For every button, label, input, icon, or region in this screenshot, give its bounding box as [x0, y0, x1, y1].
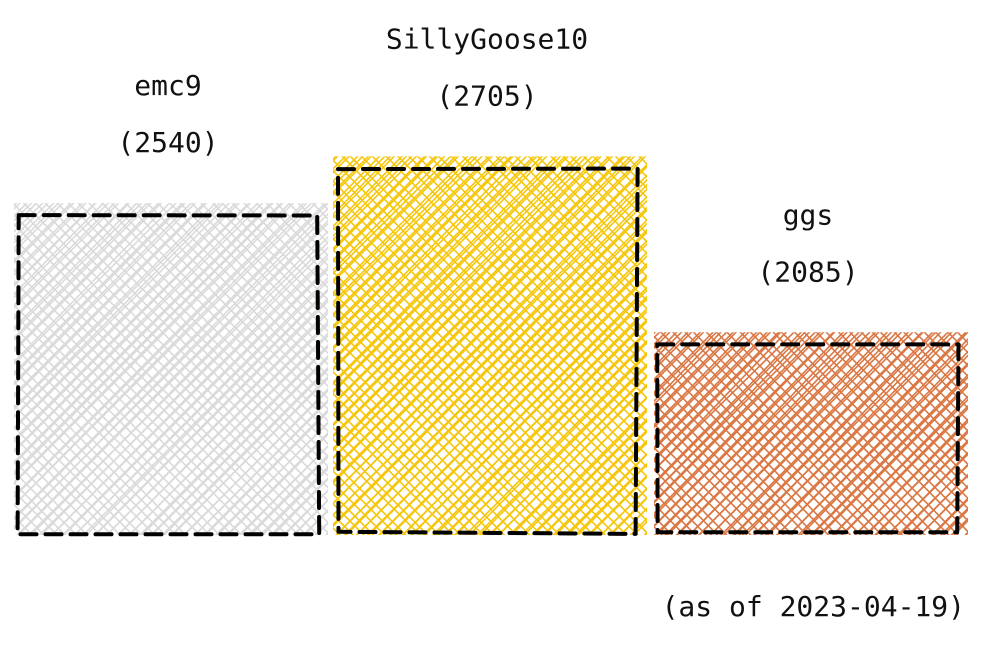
bar-value-label: (2540): [117, 126, 218, 159]
bar-ggs: [654, 332, 968, 536]
bar-outline: [15, 213, 322, 537]
bar-category-label: SillyGoose10: [386, 22, 588, 55]
as-of-date-note: (as of 2023-04-19): [661, 590, 965, 623]
bar-category-label: emc9: [134, 69, 201, 102]
bar-value-label: (2085): [757, 255, 858, 288]
bar-category-label: ggs: [783, 198, 834, 231]
bar-outline: [655, 342, 961, 535]
bar-value-label: (2705): [436, 79, 537, 112]
bar-hatch: [333, 156, 647, 536]
bar-hatch: [14, 203, 328, 535]
bar-sillygoose10: [333, 156, 647, 536]
bar-hatch: [654, 332, 968, 536]
bar-emc9: [14, 203, 328, 537]
bar-outline: [336, 166, 640, 536]
